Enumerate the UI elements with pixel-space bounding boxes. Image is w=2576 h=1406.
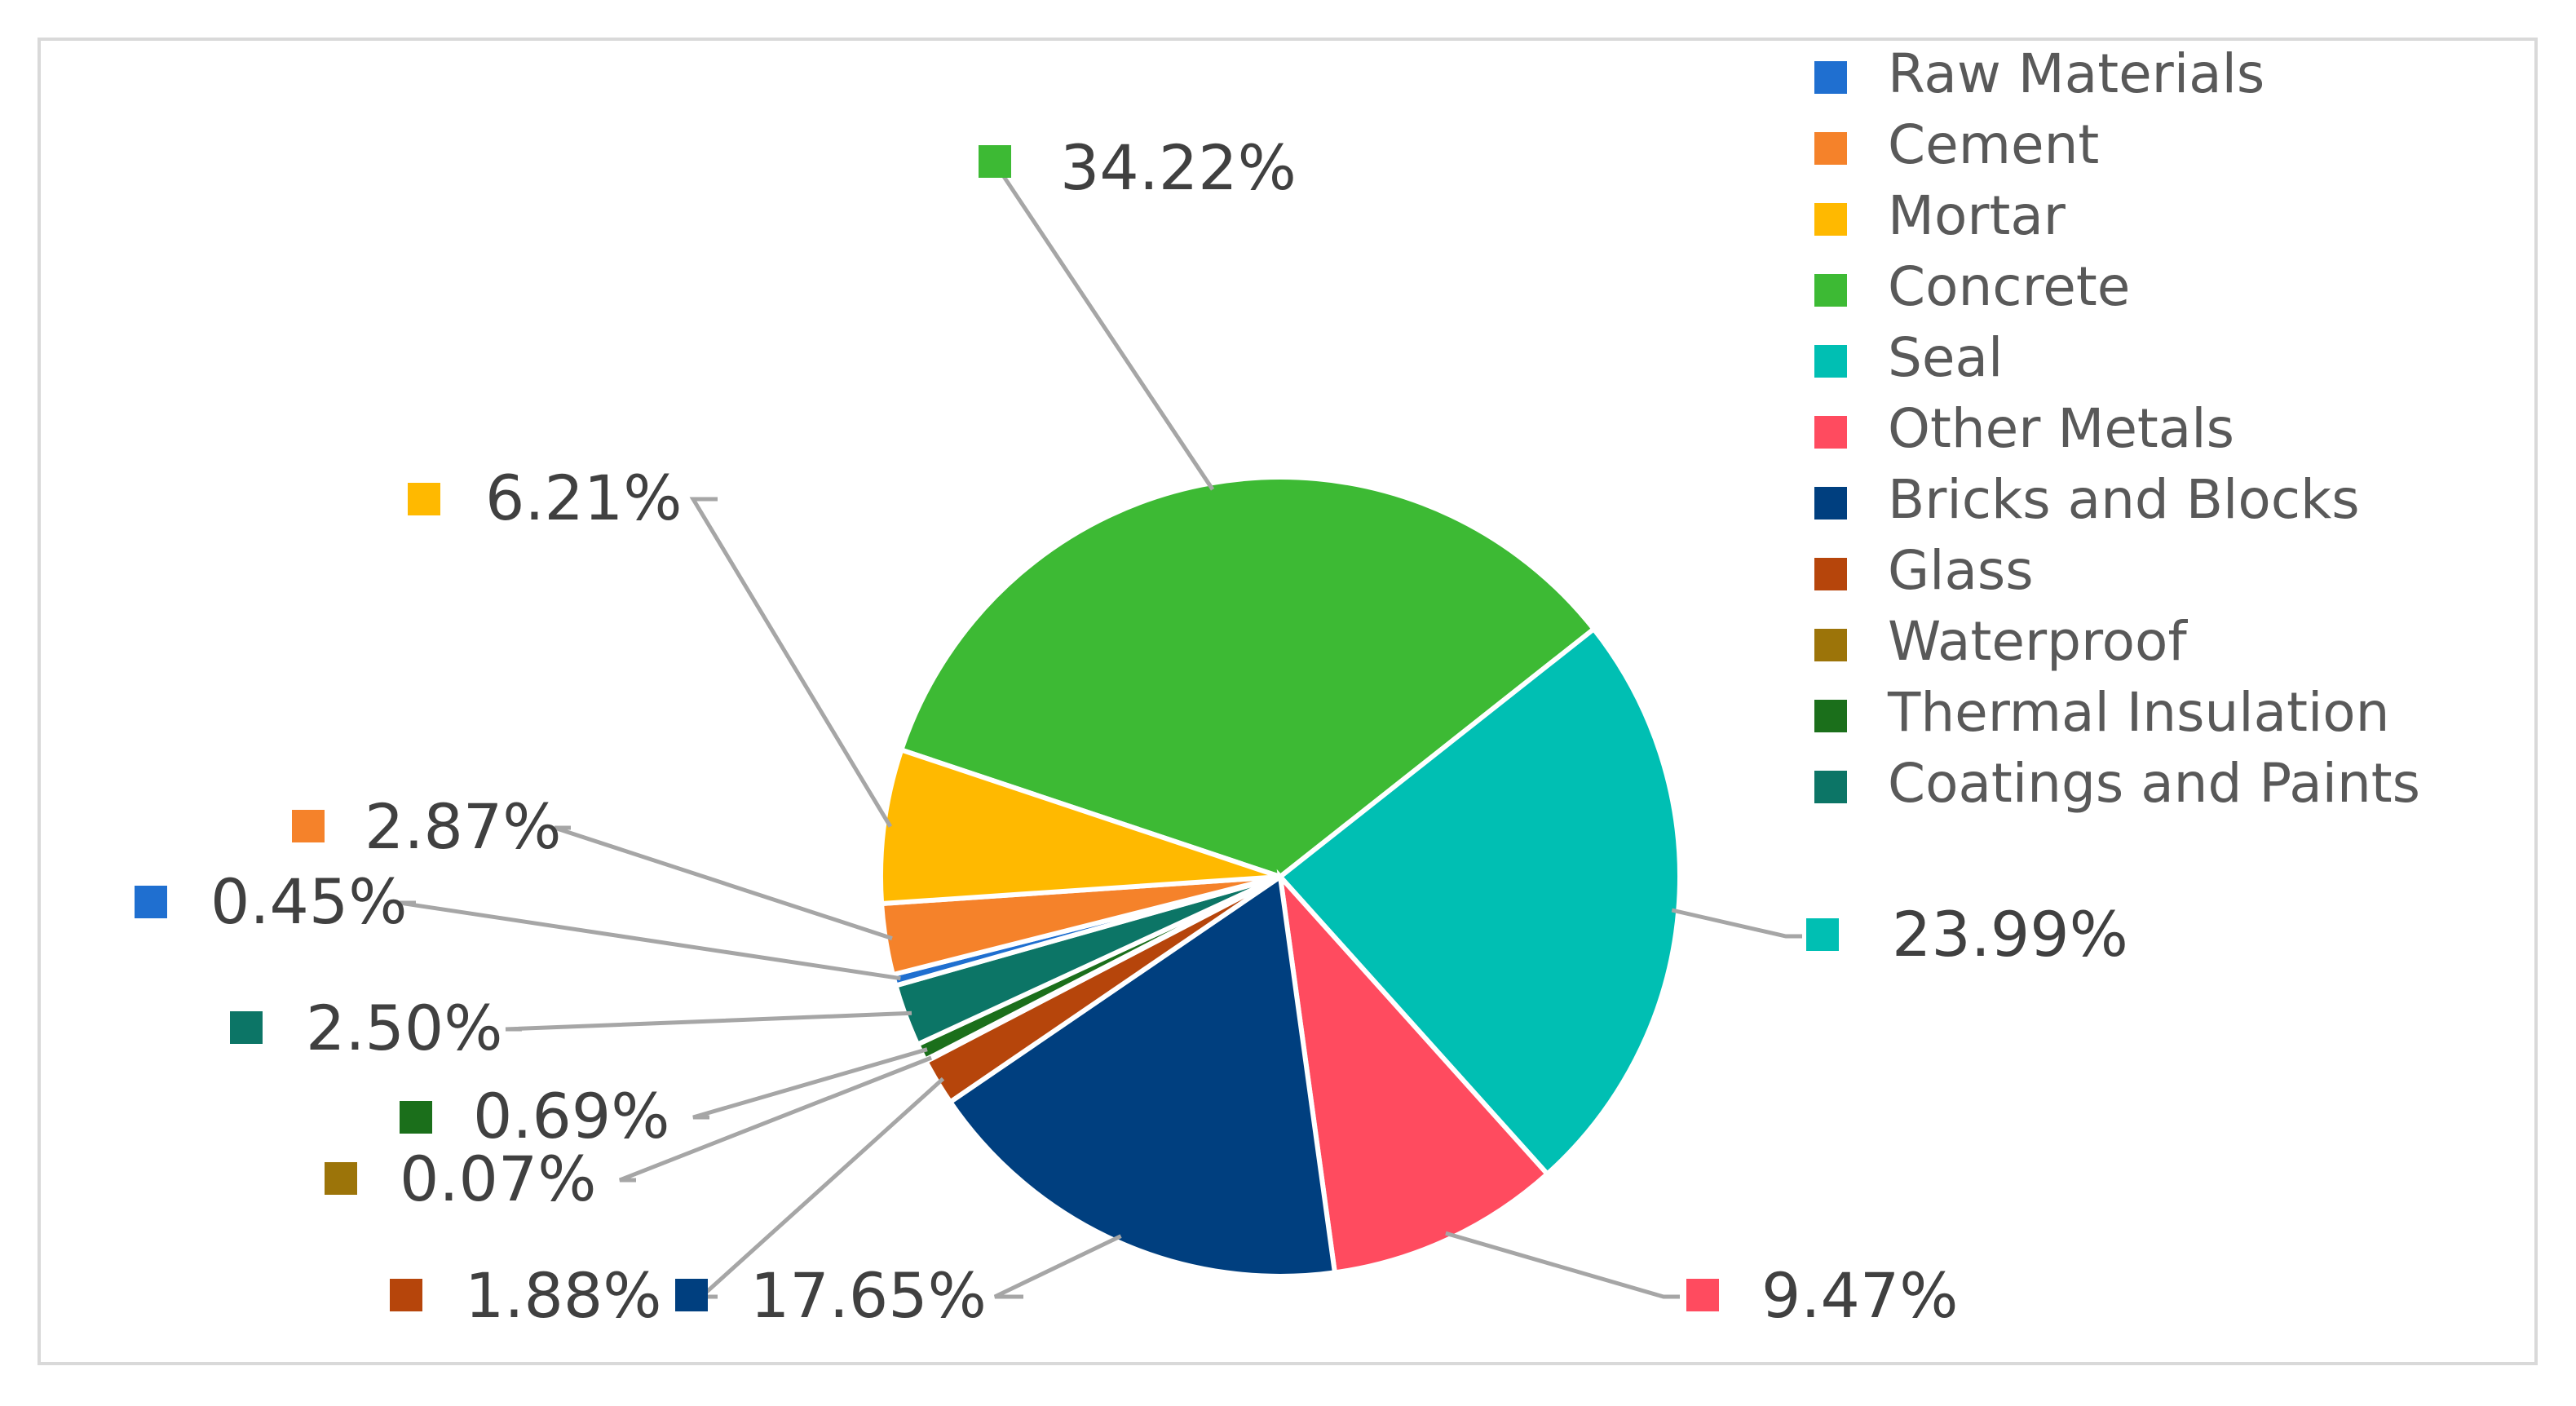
data-label: 9.47% xyxy=(1761,1259,1958,1332)
pie-slice-other-metals xyxy=(1276,869,1551,1276)
legend-label: Concrete xyxy=(1888,255,2130,318)
legend-label: Coatings and Paints xyxy=(1888,752,2420,815)
legend-swatch xyxy=(1814,274,1847,307)
leader-line-coatings-and-paints xyxy=(505,1010,912,1032)
legend-swatch xyxy=(1814,487,1847,520)
data-label-marker xyxy=(325,1162,357,1195)
legend-swatch xyxy=(1814,629,1847,661)
data-label-marker xyxy=(675,1279,708,1311)
leader-line-raw-materials xyxy=(399,900,901,981)
legend-swatch xyxy=(1814,416,1847,449)
pie-slice-mortar xyxy=(877,746,1281,907)
legend-swatch xyxy=(1814,345,1847,378)
data-label: 0.45% xyxy=(210,865,407,938)
legend-swatch xyxy=(1814,61,1847,94)
data-label-marker xyxy=(135,886,167,918)
legend-swatch xyxy=(1814,771,1847,803)
data-labels: 34.22% 23.99% 9.47% 17.65% 1.88% 0.07%0.69% 2.… xyxy=(135,131,2128,1332)
data-label-marker xyxy=(1806,918,1839,951)
legend-swatch xyxy=(1814,700,1847,732)
data-label: 0.69% xyxy=(473,1080,669,1152)
legend-label: Seal xyxy=(1888,326,2003,389)
data-label-marker xyxy=(979,145,1011,178)
pie-slice-concrete xyxy=(898,475,1597,880)
leader-line-mortar xyxy=(689,497,893,828)
legend-swatch xyxy=(1814,558,1847,590)
legend: Raw Materials Cement Mortar Concrete Seal Oth… xyxy=(1814,42,2420,815)
legend-label: Other Metals xyxy=(1888,397,2234,460)
data-label-marker xyxy=(400,1101,432,1134)
leader-line-cement xyxy=(554,825,893,940)
data-label-marker xyxy=(408,483,440,515)
data-label-marker xyxy=(390,1279,422,1311)
legend-label: Glass xyxy=(1888,539,2034,602)
legend-label: Cement xyxy=(1888,113,2099,176)
data-label: 0.07% xyxy=(400,1143,596,1215)
leader-line-bricks-and-blocks xyxy=(993,1234,1122,1299)
data-label: 2.50% xyxy=(306,992,502,1064)
leader-line-seal xyxy=(1671,908,1802,939)
leader-line-thermal-insulation xyxy=(692,1047,928,1120)
leader-line-other-metals xyxy=(1445,1231,1680,1299)
data-label: 2.87% xyxy=(365,790,561,863)
legend-label: Mortar xyxy=(1888,184,2066,247)
leader-line-concrete xyxy=(992,161,1215,491)
data-label-marker xyxy=(1686,1279,1719,1311)
data-label-marker xyxy=(230,1011,263,1044)
legend-swatch xyxy=(1814,132,1847,165)
pie-slices xyxy=(877,475,1682,1279)
data-label: 34.22% xyxy=(1060,131,1297,204)
legend-label: Bricks and Blocks xyxy=(1888,468,2360,531)
legend-label: Thermal Insulation xyxy=(1887,681,2390,744)
data-label: 1.88% xyxy=(465,1259,661,1332)
pie-slice-bricks-and-blocks xyxy=(947,872,1338,1279)
data-label: 17.65% xyxy=(750,1259,987,1332)
data-label-marker xyxy=(292,810,325,842)
leader-line-waterproof xyxy=(619,1055,933,1183)
legend-label: Raw Materials xyxy=(1888,42,2264,105)
legend-swatch xyxy=(1814,203,1847,236)
data-label: 6.21% xyxy=(485,462,682,534)
legend-label: Waterproof xyxy=(1888,610,2188,673)
data-label: 23.99% xyxy=(1892,898,2128,970)
